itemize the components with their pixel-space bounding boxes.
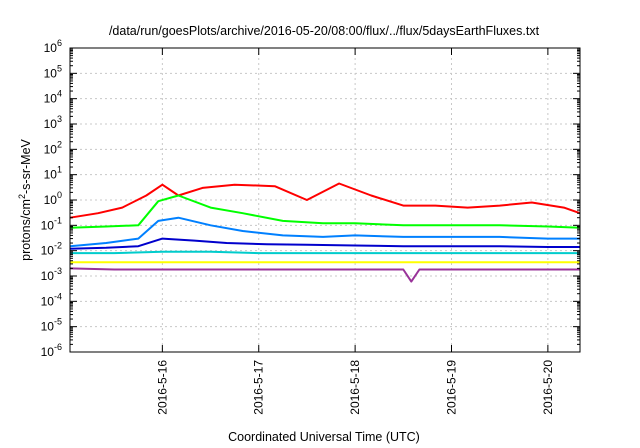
series-line	[69, 216, 580, 248]
series-line	[69, 237, 580, 250]
y-tick-label: 10-5	[41, 317, 62, 334]
series-line	[69, 194, 581, 229]
x-tick-label: 2016-5-19	[444, 360, 458, 415]
y-tick-label: 10-6	[41, 342, 62, 359]
y-tick-label: 101	[44, 165, 62, 182]
y-tick-label: 10-2	[41, 241, 62, 258]
y-tick-label: 103	[44, 114, 62, 131]
y-tick-label: 10-4	[41, 291, 62, 308]
series-layer	[69, 182, 581, 283]
y-axis-title: protons/cm2-s-sr-MeV	[17, 138, 33, 260]
chart-title: /data/run/goesPlots/archive/2016-05-20/0…	[109, 24, 540, 38]
x-tick-label: 2016-5-16	[155, 360, 169, 415]
x-axis-title: Coordinated Universal Time (UTC)	[228, 430, 420, 444]
y-tick-label: 104	[44, 89, 62, 106]
x-tick-label: 2016-5-17	[252, 360, 266, 415]
series-line	[70, 250, 580, 255]
y-axis: 10-6 10-5 10-4 10-3 10-2 10-1 100 101 102 103 104 1…	[41, 38, 580, 359]
grid	[70, 48, 580, 352]
x-tick-label: 2016-5-18	[348, 360, 362, 415]
y-tick-label: 106	[44, 38, 62, 55]
y-tick-label: 102	[44, 139, 62, 156]
y-tick-label: 100	[44, 190, 62, 207]
x-tick-label: 2016-5-20	[541, 360, 555, 415]
y-tick-label: 10-3	[41, 266, 62, 283]
y-tick-label: 105	[44, 63, 62, 80]
y-tick-label: 10-1	[41, 215, 62, 232]
series-line	[69, 182, 581, 219]
series-line	[69, 267, 580, 283]
x-axis: 2016-5-16 2016-5-17 2016-5-18 2016-5-19 2016…	[155, 48, 555, 415]
